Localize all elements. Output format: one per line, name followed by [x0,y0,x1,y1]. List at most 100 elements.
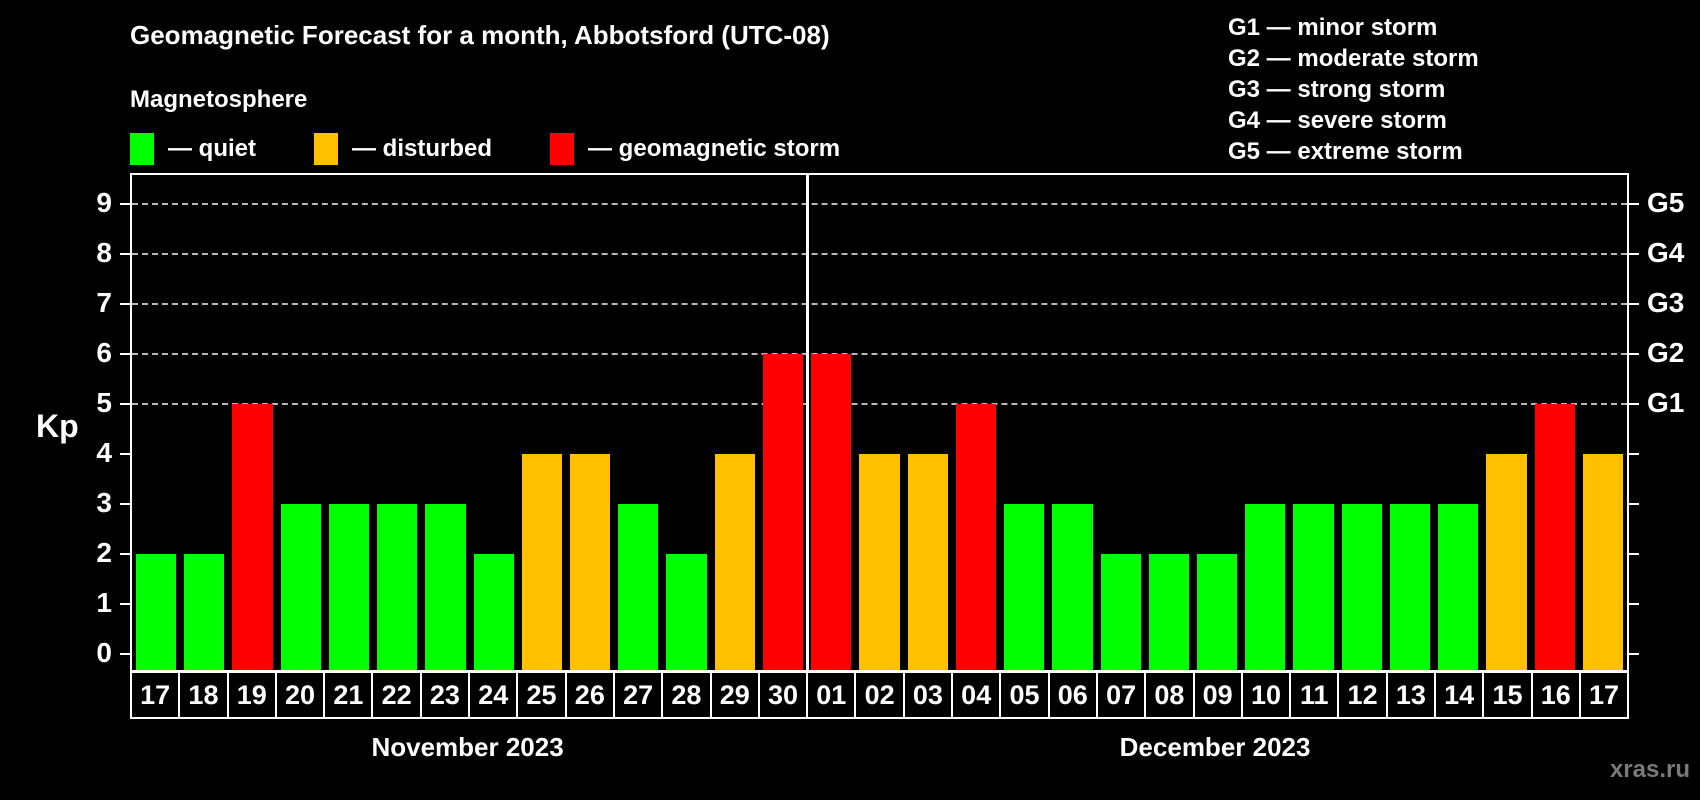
bar-day-16 [1534,404,1575,670]
right-tick-8 [1629,253,1639,255]
bar-day-14 [1438,504,1479,670]
g-legend-line-g4: G4 — severe storm [1228,107,1447,134]
y-axis-tick-label-7: 7 [96,287,112,318]
storm-swatch-icon [550,133,575,165]
bar-day-18 [184,554,225,670]
y-axis-tick-label-1: 1 [96,587,112,618]
bar-day-02 [859,454,900,670]
y-axis-tick-label-8: 8 [96,237,112,268]
right-tick-6 [1629,353,1639,355]
day-cell-dec-16: 16 [1530,673,1579,717]
day-cell-dec-01: 01 [806,673,854,717]
day-cell-dec-02: 02 [854,673,902,717]
left-tick-6 [120,353,130,355]
g-axis-label-g2: G2 [1647,337,1685,368]
gridline-kp-7 [132,303,1627,305]
bar-day-05 [1004,504,1045,670]
plot-area [130,173,1629,672]
disturbed-swatch-icon [314,133,338,165]
bar-day-09 [1196,554,1238,670]
day-cell-dec-11: 11 [1289,673,1337,717]
day-cell-nov-17: 17 [140,679,171,710]
day-cell-dec-13: 13 [1385,673,1434,717]
left-tick-9 [120,203,130,205]
bar-day-15 [1486,454,1527,670]
bar-day-12 [1341,504,1382,670]
day-cell-dec-05: 05 [999,673,1047,717]
bar-day-17 [136,554,177,670]
gridline-kp-8 [132,253,1627,255]
day-cell-dec-08: 08 [1144,673,1192,717]
bar-day-01 [811,354,852,670]
gridline-kp-5 [132,403,1627,405]
g-scale-legend: G1 — minor storm G2 — moderate storm G3 … [1228,12,1479,167]
g-axis-label-g4: G4 [1647,237,1685,268]
bar-day-19 [232,404,273,670]
bar-day-24 [473,554,514,670]
day-cell-nov-24: 24 [468,673,516,717]
left-tick-5 [120,403,130,405]
right-tick-1 [1629,603,1639,605]
g-axis-label-g5: G5 [1647,187,1685,218]
day-cell-dec-10: 10 [1240,673,1289,717]
day-cell-dec-07: 07 [1095,673,1144,717]
bar-day-10 [1245,504,1286,670]
bar-day-27 [618,504,659,670]
day-cell-dec-04: 04 [951,673,999,717]
bar-day-20 [280,504,321,670]
color-legend: — quiet — disturbed — geomagnetic storm [130,132,898,166]
month-label-november: November 2023 [371,732,564,762]
page-title: Geomagnetic Forecast for a month, Abbots… [130,20,830,50]
day-cell-dec-14: 14 [1434,673,1482,717]
bar-day-08 [1148,554,1189,670]
day-cell-dec-09: 09 [1192,673,1241,717]
bar-day-28 [666,554,707,670]
bar-day-13 [1389,504,1431,670]
left-tick-0 [120,653,130,655]
day-cell-nov-23: 23 [419,673,468,717]
y-axis-tick-label-2: 2 [96,537,112,568]
bar-day-26 [570,454,611,670]
day-cell-nov-30: 30 [757,673,806,717]
y-axis-tick-label-9: 9 [96,187,112,218]
left-tick-4 [120,453,130,455]
day-cell-dec-03: 03 [902,673,951,717]
legend-label-quiet: — quiet [168,135,256,162]
g-legend-line-g2: G2 — moderate storm [1228,45,1479,72]
g-axis-label-g3: G3 [1647,287,1685,318]
bar-day-03 [907,454,948,670]
bar-day-11 [1293,504,1334,670]
legend-item-storm: — geomagnetic storm [550,133,840,165]
magnetosphere-subtitle: Magnetosphere [130,86,308,113]
month-label-december: December 2023 [1119,732,1311,762]
gridline-kp-6 [132,353,1627,355]
day-cell-nov-27: 27 [612,673,661,717]
day-cell-nov-25: 25 [516,673,564,717]
day-cell-dec-06: 06 [1047,673,1096,717]
left-tick-3 [120,503,130,505]
legend-item-disturbed: — disturbed [314,133,492,165]
x-axis-day-row: 17 18 19 20 21 22 23 24 25 26 27 28 29 30 01 02 03 04 05 06… [130,671,1629,719]
legend-item-quiet: — quiet [130,133,256,165]
day-cell-nov-22: 22 [371,673,419,717]
left-tick-1 [120,603,130,605]
day-cell-nov-28: 28 [661,673,709,717]
y-axis-tick-label-3: 3 [96,487,112,518]
g-axis-label-g1: G1 [1647,387,1685,418]
bar-day-23 [425,504,466,670]
bar-day-29 [714,454,755,670]
bar-day-07 [1100,554,1141,670]
bar-day-22 [377,504,418,670]
gridline-kp-9 [132,203,1627,205]
bar-day-04 [955,404,997,670]
y-axis-tick-label-5: 5 [96,387,112,418]
g-legend-line-g5: G5 — extreme storm [1228,138,1463,165]
right-tick-9 [1629,203,1639,205]
day-cell-nov-29: 29 [709,673,758,717]
day-cell-dec-15: 15 [1482,673,1530,717]
y-axis-tick-label-4: 4 [96,437,112,468]
day-cell-nov-26: 26 [564,673,613,717]
bar-day-25 [521,454,563,670]
day-cell-dec-17: 17 [1578,673,1627,717]
